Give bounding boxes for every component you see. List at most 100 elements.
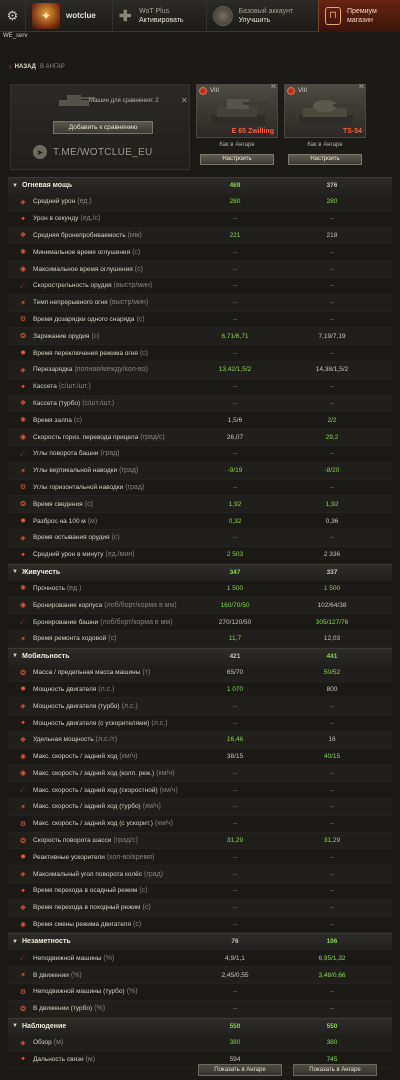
tank-1-value: -- (232, 215, 238, 223)
stat-unit: (м) (85, 1055, 96, 1063)
tank-2-value: 3,48/0,66 (318, 971, 346, 979)
base-account-block[interactable]: Базовый аккаунт Улучшить (205, 0, 294, 32)
tank-2-value: 40/15 (323, 753, 341, 761)
stat-unit: (л.с.) (151, 719, 168, 727)
tank-1-image-icon (211, 99, 269, 125)
back-to-hangar-link[interactable]: ‹ НАЗАД В АНГАР (9, 62, 65, 71)
add-to-comparison-button[interactable]: Добавить к сравнению (53, 121, 153, 134)
stat-row: ⚙ Углы горизонтальной наводки (град) -- -- (8, 480, 392, 497)
speed-icon: ✺ (20, 753, 26, 761)
stat-name: Неподвижной машины (турбо) (33, 988, 125, 996)
section-header-row[interactable]: ▼ Мобильность 421 441 (8, 647, 392, 665)
tank-1-value: -- (232, 887, 238, 895)
stat-name: Неподвижной машины (33, 954, 102, 962)
collapse-chevron-icon[interactable]: ▼ (12, 182, 18, 189)
settings-gear-icon[interactable]: ⚙ (0, 0, 26, 32)
tank-1-value: -- (232, 315, 238, 323)
section-header-row[interactable]: ▼ Незаметность 76 106 (8, 933, 392, 951)
tank-2-name: TS-54 (342, 128, 362, 135)
section-header-row[interactable]: ▼ Огневая мощь 469 376 (8, 177, 392, 194)
stat-name: Бронирование башни (33, 618, 99, 626)
stat-unit: (ед.) (77, 198, 92, 206)
tank-2-value: -- (329, 921, 335, 929)
aim-time-icon: ❂ (20, 501, 26, 509)
stat-name: Удельная мощность (33, 736, 94, 744)
server-name: WE_serv (3, 33, 28, 39)
section-header-row[interactable]: ▼ Живучесть 347 337 (8, 563, 392, 581)
shell-reload-icon: ⚙ (19, 316, 27, 324)
tank-2-value: 7,19/7,19 (318, 332, 346, 340)
tank-2-value: -- (329, 769, 335, 777)
speed-fast-icon: ☄ (19, 787, 27, 795)
tank-2-value: 380 (326, 1039, 338, 1047)
collapse-chevron-icon[interactable]: ▼ (12, 653, 18, 660)
tank-card-1: VIII E 65 Zwilling ✕ Как в Ангаре Настро… (196, 82, 278, 170)
stat-row: ❂ Скорость поворота шасси (град/с) 31,29 31,… (8, 832, 392, 850)
stat-unit: (с) (139, 887, 148, 895)
tank-1-value: 380 (229, 1039, 241, 1047)
tank-2-value: -- (329, 803, 335, 811)
clan-emblem-icon[interactable]: ✦ (32, 2, 60, 29)
stat-unit: (кол-во/время) (106, 853, 155, 861)
stat-name: Время смены режима двигателя (33, 921, 131, 929)
premium-shop-button[interactable]: ⊓ Премиум магазин (318, 0, 400, 32)
telegram-icon: ➤ (33, 145, 47, 159)
stat-unit: (%) (70, 971, 82, 979)
speed-wheel-icon: ◉ (19, 770, 27, 778)
tank-2-configure-button[interactable]: Настроить (288, 154, 362, 165)
wot-plus-block[interactable]: ✚ WoT Plus Активировать (112, 0, 184, 32)
penetration-icon: ❖ (19, 232, 27, 240)
stat-unit: (град/с) (113, 837, 138, 845)
show-tank-1-in-hangar-button[interactable]: Показать в Ангаре (198, 1064, 282, 1076)
tank-2-value: -- (329, 315, 335, 323)
stat-row: ☄ Неподвижной машины (%) 4,9/1,1 6,95/1,32 (8, 950, 392, 968)
tank-2-value: -- (329, 248, 335, 256)
tank-2-value: 16 (328, 736, 336, 744)
collapse-chevron-icon[interactable]: ▼ (12, 1023, 18, 1030)
camo-static-turbo-icon: ⚙ (19, 988, 27, 996)
tank-2-value: 280 (326, 198, 338, 206)
stat-name: Скорость поворота шасси (33, 837, 112, 845)
stat-unit: (с) (139, 349, 149, 357)
tank-1-value: 270/120/50 (218, 618, 252, 626)
wot-plus-title: WoT Plus (139, 7, 170, 15)
clear-all-close-icon[interactable]: ✕ (181, 96, 188, 105)
hitpoints-icon: ✺ (20, 585, 26, 593)
stat-unit: (км/ч) (119, 753, 138, 761)
collapse-chevron-icon[interactable]: ▼ (12, 938, 18, 945)
tank-1-value: -- (232, 450, 238, 458)
tank-image-2[interactable]: VIII TS-54 (284, 84, 366, 138)
stat-row: ⚙ Неподвижной машины (турбо) (%) -- -- (8, 984, 392, 1001)
tank-2-value: 550 (326, 1022, 338, 1030)
username[interactable]: wotclue (66, 11, 96, 20)
back-arrow-icon: ‹ (9, 62, 12, 71)
tank-image-1[interactable]: VIII E 65 Zwilling (196, 84, 278, 138)
comparison-table: ▼ Огневая мощь 469 376 ◈ Средний урон (ед.) 280… (8, 177, 392, 1069)
speed-boost-icon: ⚙ (19, 820, 27, 828)
stat-row: ❂ Время сведения (с) 1,92 1,92 (8, 496, 392, 514)
remove-tank-2-close-icon[interactable]: ✕ (358, 82, 365, 91)
tank-1-value: 0,32 (228, 517, 242, 525)
stat-name: Кассета (33, 383, 57, 391)
tank-2-value: -8/20 (324, 467, 340, 475)
tank-2-value: 50/52 (323, 669, 341, 677)
stat-name: Макс. скорость / задний ход (с ускорит.) (33, 820, 153, 828)
base-account-title: Базовый аккаунт (238, 7, 294, 15)
tank-1-value: 65/70 (226, 669, 244, 677)
stun-min-icon: ✺ (20, 249, 26, 257)
collapse-chevron-icon[interactable]: ▼ (12, 569, 18, 576)
stat-name: Углы поворота башни (33, 450, 99, 458)
stat-row: ◈ Мощность двигателя (турбо) (л.с.) -- -- (8, 698, 392, 716)
tank-1-value: -- (232, 769, 238, 777)
section-header-row[interactable]: ▼ Наблюдение 550 550 (8, 1017, 392, 1035)
show-tank-2-in-hangar-button[interactable]: Показать в Ангаре (293, 1064, 377, 1076)
telegram-watermark: ➤ T.ME/WOTCLUE_EU (33, 145, 153, 159)
tank-1-configure-button[interactable]: Настроить (200, 154, 274, 165)
shop-bag-icon: ⊓ (325, 6, 341, 25)
remove-tank-1-close-icon[interactable]: ✕ (270, 82, 277, 91)
stat-unit: (л.с./т) (95, 736, 118, 744)
dispersion-icon: ✹ (20, 518, 26, 526)
stat-row: ❖ Удельная мощность (л.с./т) 16,46 16 (8, 731, 392, 749)
stat-unit: (с) (108, 635, 117, 643)
stat-name: Реактивные ускорители (33, 853, 105, 861)
